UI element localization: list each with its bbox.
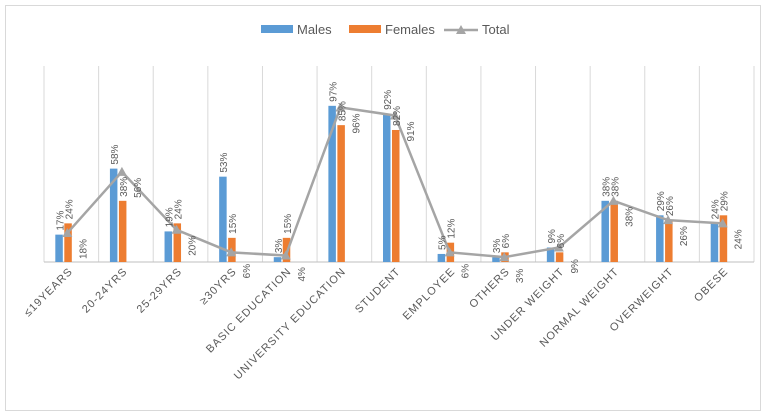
marker-total-basic-education: [280, 250, 291, 260]
data-label-males-student: 92%: [383, 90, 394, 110]
marker-total-normal-weight: [608, 195, 619, 205]
legend-label-males: Males: [297, 22, 332, 37]
data-label-males-normal-weight: 38%: [601, 177, 612, 197]
bar-males-university-education: [328, 105, 336, 262]
data-label-total-under-weight: 9%: [570, 259, 581, 274]
marker-total-under-weight: [553, 242, 564, 252]
marker-total-obese: [717, 218, 728, 228]
bars: [55, 105, 728, 263]
data-label-females-obese: 29%: [720, 191, 731, 211]
bar-females-university-education: [337, 125, 345, 263]
bar-males-employee: [437, 253, 446, 262]
bar-males-normal-weight: [601, 200, 609, 262]
data-label-total-25-29yrs: 20%: [188, 236, 199, 256]
data-label-males-30yrs: 53%: [219, 153, 230, 173]
x-tick-label-19years: ≤19YEARS: [22, 266, 75, 319]
x-tick-label-30yrs: ≥30YRS: [198, 266, 240, 308]
data-label-total-basic-education: 4%: [297, 267, 308, 282]
x-tick-label-student: STUDENT: [353, 266, 403, 316]
data-label-males-basic-education: 3%: [274, 239, 285, 254]
marker-total-student: [390, 110, 400, 120]
legend-label-total: Total: [482, 22, 510, 37]
bar-females-overweight: [665, 220, 673, 262]
data-label-males-19years: 17%: [55, 211, 66, 231]
marker-total-employee: [444, 247, 455, 257]
legend-label-females: Females: [385, 22, 435, 37]
data-label-males-under-weight: 9%: [547, 229, 558, 244]
bar-males-25-29yrs: [164, 231, 173, 262]
data-label-total-others: 3%: [515, 269, 526, 284]
data-label-males-25-29yrs: 19%: [165, 207, 176, 227]
bar-males-under-weight: [546, 247, 555, 262]
bar-females-student: [392, 129, 400, 262]
data-label-males-overweight: 29%: [656, 191, 667, 211]
data-label-females-under-weight: 6%: [556, 234, 567, 249]
marker-total-overweight: [663, 215, 674, 225]
data-label-males-university-education: 97%: [328, 82, 339, 102]
data-label-males-20-24yrs: 58%: [110, 144, 121, 164]
data-label-total-normal-weight: 38%: [624, 207, 635, 227]
bar-males-19years: [55, 234, 63, 262]
marker-total-25-29yrs: [171, 224, 182, 234]
data-label-total-obese: 24%: [734, 229, 745, 249]
legend-swatch-males: [261, 25, 293, 33]
x-tick-label-obese: OBESE: [692, 266, 731, 305]
bar-females-19years: [64, 223, 72, 262]
bar-females-20-24yrs: [118, 200, 127, 262]
data-label-total-overweight: 26%: [679, 226, 690, 246]
x-tick-label-20-24yrs: 20-24YRS: [80, 266, 130, 316]
legend: Males Females Total: [261, 22, 510, 37]
data-label-total-student: 91%: [406, 121, 417, 141]
data-label-females-30yrs: 15%: [228, 214, 239, 234]
data-label-total-20-24yrs: 56%: [133, 178, 144, 198]
total-line: [62, 102, 728, 262]
marker-total-30yrs: [226, 247, 237, 257]
bar-males-others: [492, 257, 500, 262]
data-label-females-19years: 24%: [64, 199, 75, 219]
data-label-total-employee: 6%: [461, 264, 472, 279]
bar-males-obese: [710, 223, 719, 262]
bar-females-25-29yrs: [173, 223, 182, 262]
bar-females-under-weight: [555, 252, 564, 262]
x-tick-label-others: OTHERS: [467, 266, 512, 311]
data-label-total-university-education: 96%: [351, 113, 362, 133]
bar-females-normal-weight: [610, 200, 618, 262]
data-label-total-30yrs: 6%: [242, 264, 253, 279]
data-label-females-basic-education: 15%: [283, 214, 294, 234]
data-label-females-20-24yrs: 38%: [119, 177, 130, 197]
data-label-females-normal-weight: 38%: [610, 177, 621, 197]
bar-males-basic-education: [273, 257, 282, 262]
marker-total-university-education: [335, 102, 346, 112]
chart-frame: Males Females Total 17% 24% 18% 58% 38% 56% 19% 2…: [5, 5, 761, 411]
bar-males-30yrs: [219, 176, 227, 262]
bar-females-obese: [719, 215, 728, 262]
marker-total-others: [499, 252, 510, 262]
data-labels: 17%24%18%58%38% 56%19%24%20%53%15%6%3%15%…: [55, 82, 744, 283]
data-label-males-others: 3%: [492, 239, 503, 254]
chart-svg: Males Females Total 17%24%18%58%38% 56%19%2…: [22, 22, 755, 383]
data-label-females-others: 6%: [501, 234, 512, 249]
bar-males-student: [383, 113, 391, 262]
marker-total-20-24yrs: [116, 166, 127, 176]
data-label-males-employee: 5%: [438, 235, 449, 250]
data-label-males-obese: 24%: [711, 199, 722, 219]
x-tick-label-university-education: UNIVERSITY EDUCATION: [232, 266, 349, 383]
legend-swatch-females: [349, 25, 381, 33]
data-label-females-student: 82%: [392, 106, 403, 126]
data-label-females-university-education: 85%: [337, 101, 348, 121]
bar-males-20-24yrs: [109, 168, 118, 262]
x-tick-label-employee: EMPLOYEE: [401, 266, 458, 323]
x-tick-label-25-29yrs: 25-29YRS: [135, 266, 185, 316]
data-label-females-25-29yrs: 24%: [174, 199, 185, 219]
bar-males-overweight: [656, 215, 664, 262]
legend-swatch-total-marker: [456, 25, 466, 34]
marker-total-19years: [62, 228, 73, 238]
data-label-total-19years: 18%: [78, 239, 89, 259]
data-label-females-overweight: 26%: [665, 196, 676, 216]
data-label-females-employee: 12%: [447, 219, 458, 239]
